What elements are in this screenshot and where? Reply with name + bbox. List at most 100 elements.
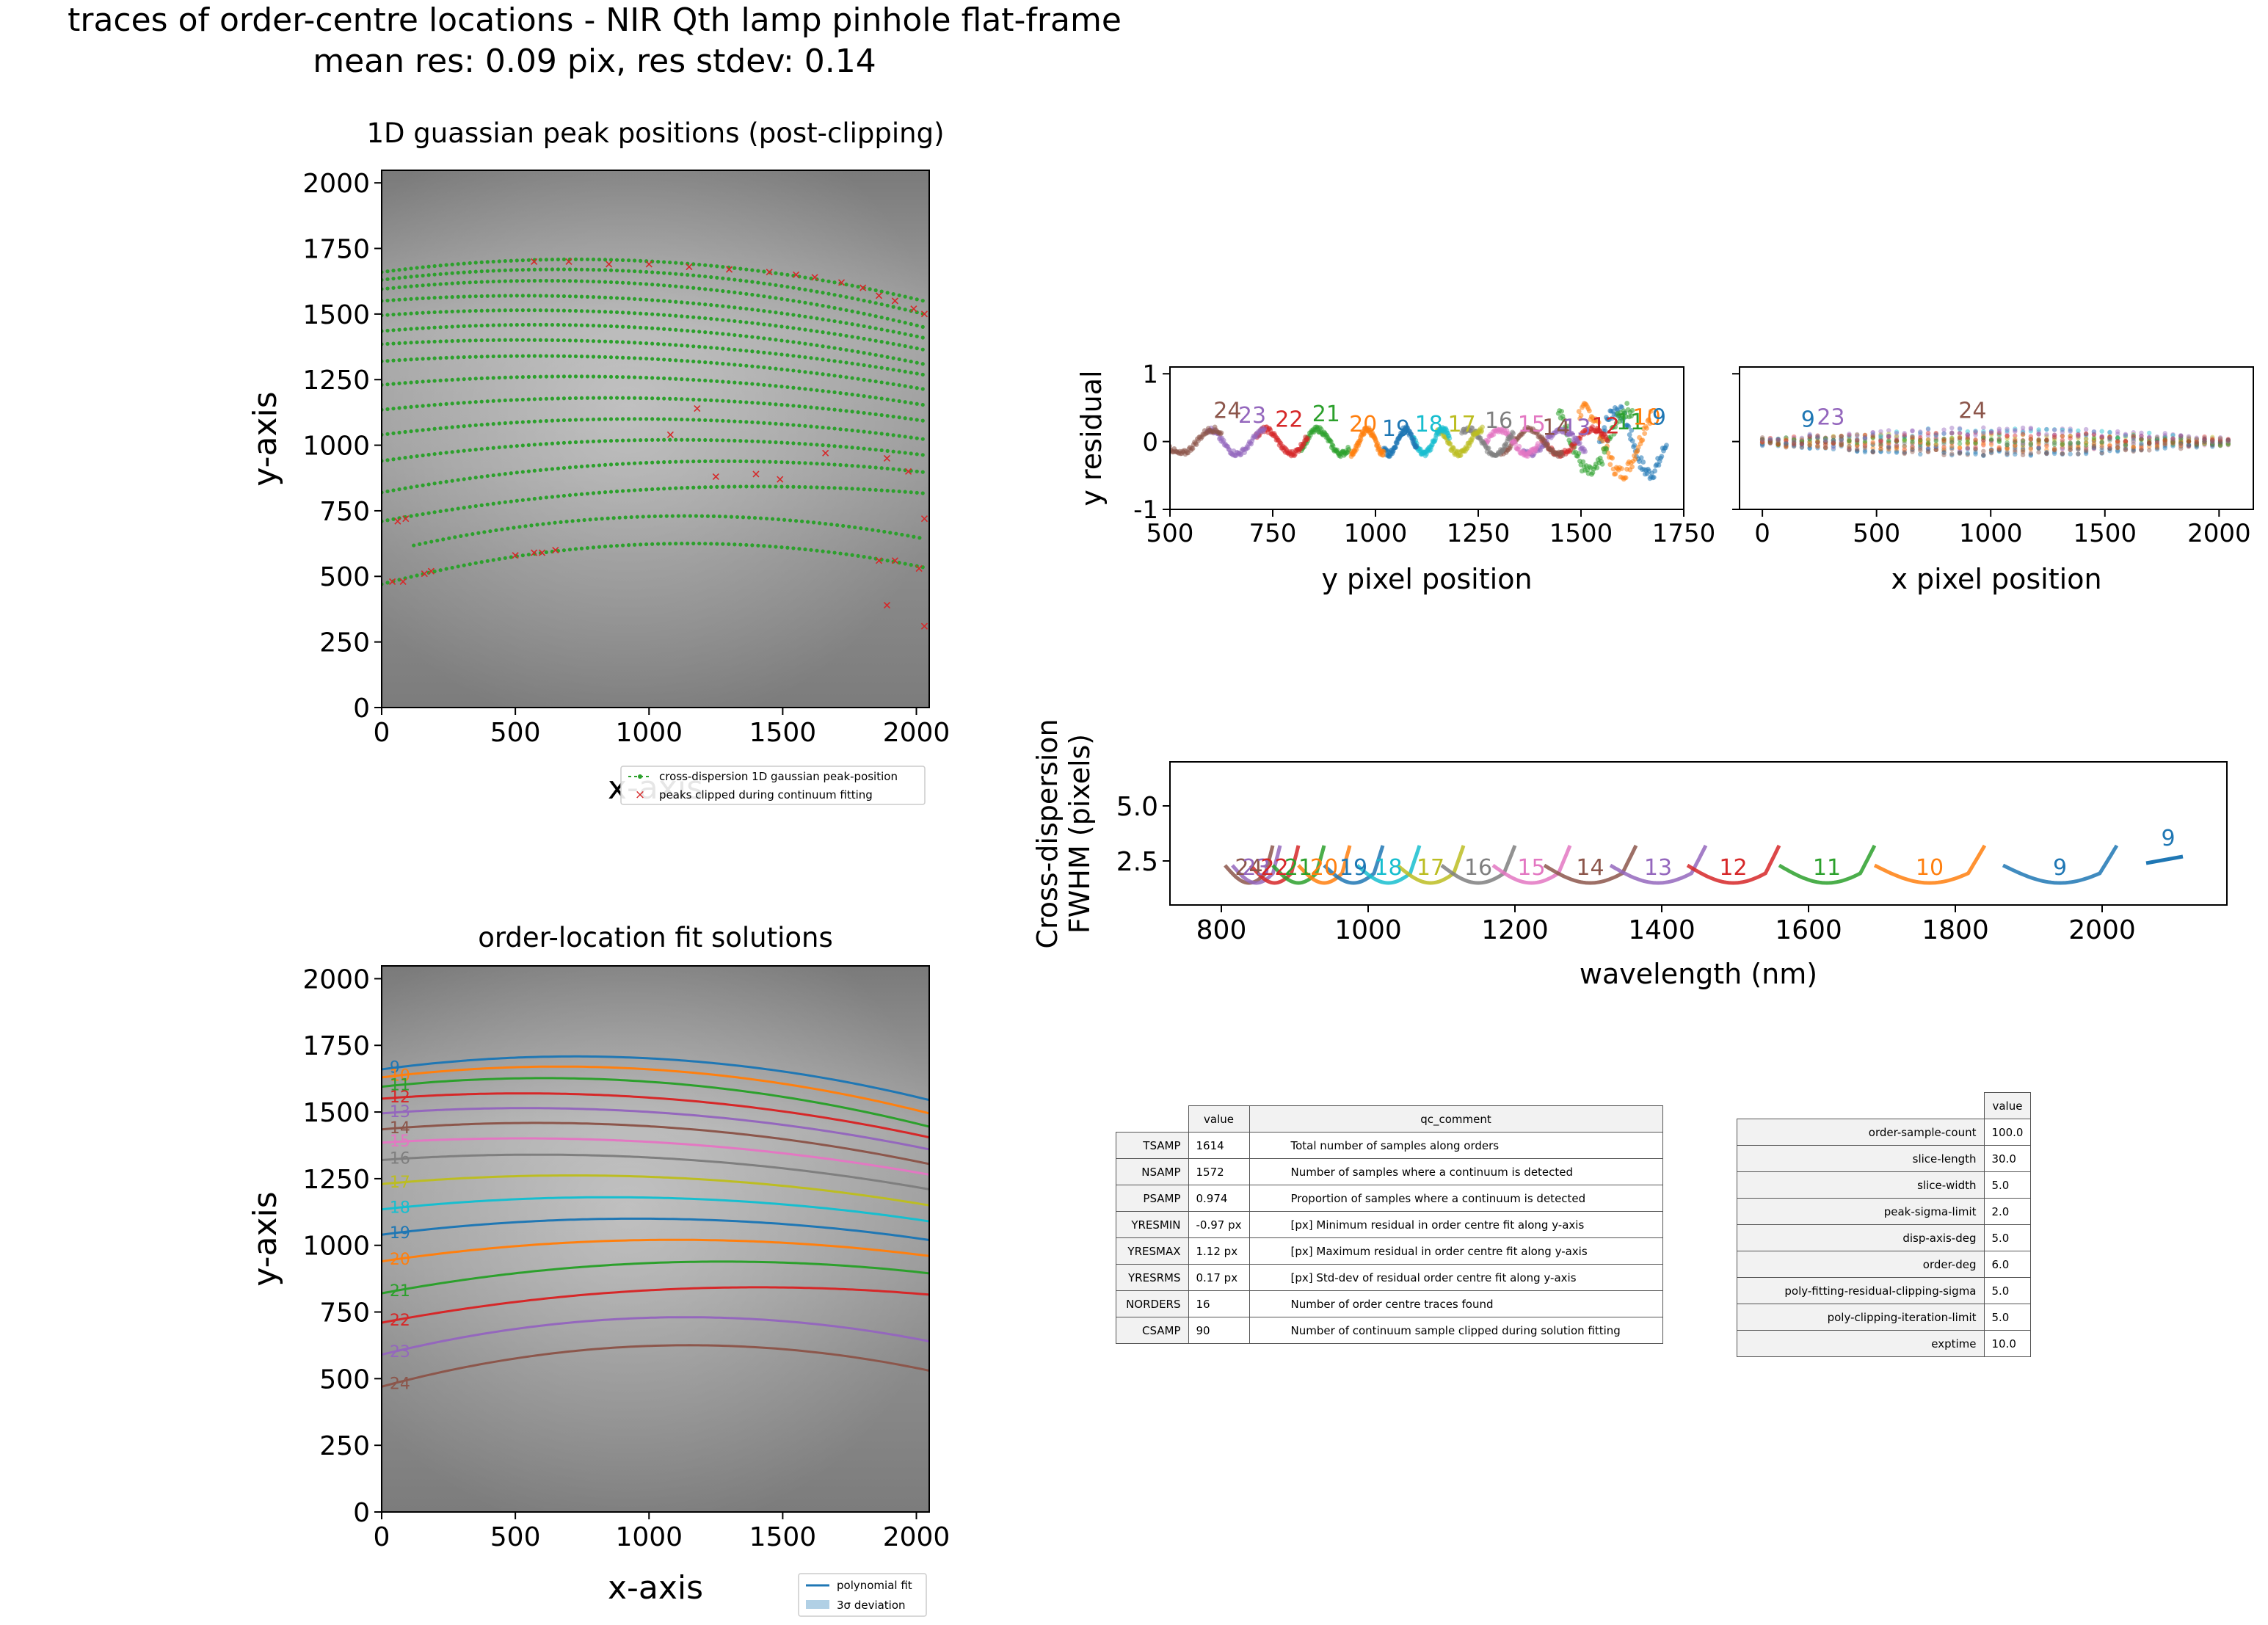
- xres-point: [2099, 434, 2104, 439]
- peak-point: [421, 428, 425, 432]
- xres-point: [1854, 437, 1860, 442]
- yres-point: [1544, 441, 1550, 447]
- peak-point: [462, 294, 466, 299]
- xres-point: [1791, 440, 1797, 446]
- peak-point: [456, 506, 460, 511]
- xres-point: [1910, 441, 1915, 446]
- peak-point: [579, 465, 584, 469]
- xres-point: [2178, 436, 2184, 441]
- peak-point: [567, 493, 573, 498]
- peak-point: [891, 341, 895, 346]
- peak-point: [626, 417, 631, 421]
- xres-point: [1878, 446, 1883, 451]
- peak-point: [647, 515, 651, 519]
- peak-point: [680, 261, 684, 266]
- y-tick-label: 1000: [302, 432, 370, 462]
- xres-point: [1957, 445, 1963, 451]
- peak-point: [826, 291, 831, 296]
- qc-comment: Total number of samples along orders: [1249, 1132, 1663, 1159]
- peak-point: [738, 381, 743, 385]
- xres-point: [2162, 439, 2167, 444]
- peak-point: [409, 266, 413, 271]
- qc-name: NORDERS: [1116, 1290, 1189, 1317]
- peak-point: [515, 308, 519, 313]
- xres-point: [2083, 440, 2089, 446]
- peak-point: [715, 331, 719, 335]
- yres-point: [1160, 436, 1166, 441]
- peak-point: [626, 310, 631, 315]
- xres-point: [1775, 437, 1781, 443]
- yres-point: [1605, 438, 1610, 443]
- peak-point: [821, 406, 825, 411]
- peak-point: [733, 305, 737, 310]
- peak-point: [579, 338, 584, 343]
- xres-point: [2020, 425, 2026, 431]
- yres-point: [1469, 425, 1475, 431]
- xres-point: [2051, 449, 2057, 454]
- peak-point: [608, 544, 614, 548]
- peak-point: [639, 341, 643, 345]
- peak-point: [465, 533, 469, 537]
- yres-point: [1656, 462, 1662, 468]
- peak-point: [479, 560, 484, 564]
- peak-point: [438, 568, 443, 572]
- peak-point: [680, 358, 684, 363]
- settings-row: order-sample-count 100.0: [1737, 1119, 2032, 1146]
- yres-point: [1381, 448, 1386, 454]
- xres-point: [2131, 447, 2136, 452]
- peak-point: [891, 489, 895, 493]
- peak-point: [815, 406, 819, 410]
- xres-point: [1925, 448, 1931, 454]
- peak-point: [656, 342, 661, 346]
- peak-point: [674, 542, 678, 546]
- yres-point: [1624, 401, 1630, 406]
- settings-table-body: order-sample-count 100.0 slice-length 30.0 s…: [1737, 1119, 2032, 1357]
- yres-point: [1635, 448, 1640, 454]
- xres-point: [2147, 435, 2152, 441]
- peak-point: [762, 269, 766, 274]
- xres-point: [1775, 441, 1781, 446]
- xres-point: [1870, 448, 1875, 454]
- peak-point: [426, 296, 431, 300]
- peak-point: [526, 552, 531, 557]
- xres-point: [2076, 446, 2081, 451]
- peak-point: [809, 405, 813, 410]
- x-tick-label: 1000: [1344, 519, 1408, 548]
- peak-point: [686, 485, 690, 490]
- yres-point: [1632, 457, 1638, 462]
- peak-point: [809, 442, 813, 447]
- xres-point: [2036, 446, 2041, 451]
- peak-point: [409, 284, 413, 288]
- peak-point: [741, 515, 746, 520]
- peak-point: [715, 484, 719, 489]
- peak-point: [556, 494, 561, 498]
- xres-point: [1759, 437, 1765, 442]
- xres-point: [2099, 443, 2104, 448]
- peak-point: [900, 532, 904, 537]
- peak-point: [468, 476, 472, 481]
- peak-point: [709, 438, 713, 443]
- peak-point: [829, 522, 834, 527]
- xres-point: [1847, 440, 1852, 446]
- xres-point: [1799, 440, 1805, 446]
- xres-point: [1791, 440, 1797, 446]
- xres-point: [2202, 439, 2207, 444]
- peak-point: [909, 563, 913, 567]
- settings-row: slice-width 5.0: [1737, 1171, 2032, 1199]
- xres-point: [1886, 440, 1891, 446]
- peak-point: [503, 421, 507, 426]
- peak-point: [556, 308, 561, 313]
- peak-point: [432, 272, 437, 277]
- peak-point: [768, 401, 772, 406]
- peak-point: [744, 439, 749, 443]
- peak-point: [485, 294, 490, 298]
- peak-point: [479, 260, 484, 264]
- peak-point: [879, 432, 884, 436]
- peak-point: [444, 339, 448, 343]
- peak-point: [503, 294, 507, 298]
- peak-point: [809, 342, 813, 346]
- setting-value: 2.0: [1983, 1198, 2032, 1225]
- yres-point: [1629, 413, 1634, 419]
- xres-point: [1847, 432, 1852, 438]
